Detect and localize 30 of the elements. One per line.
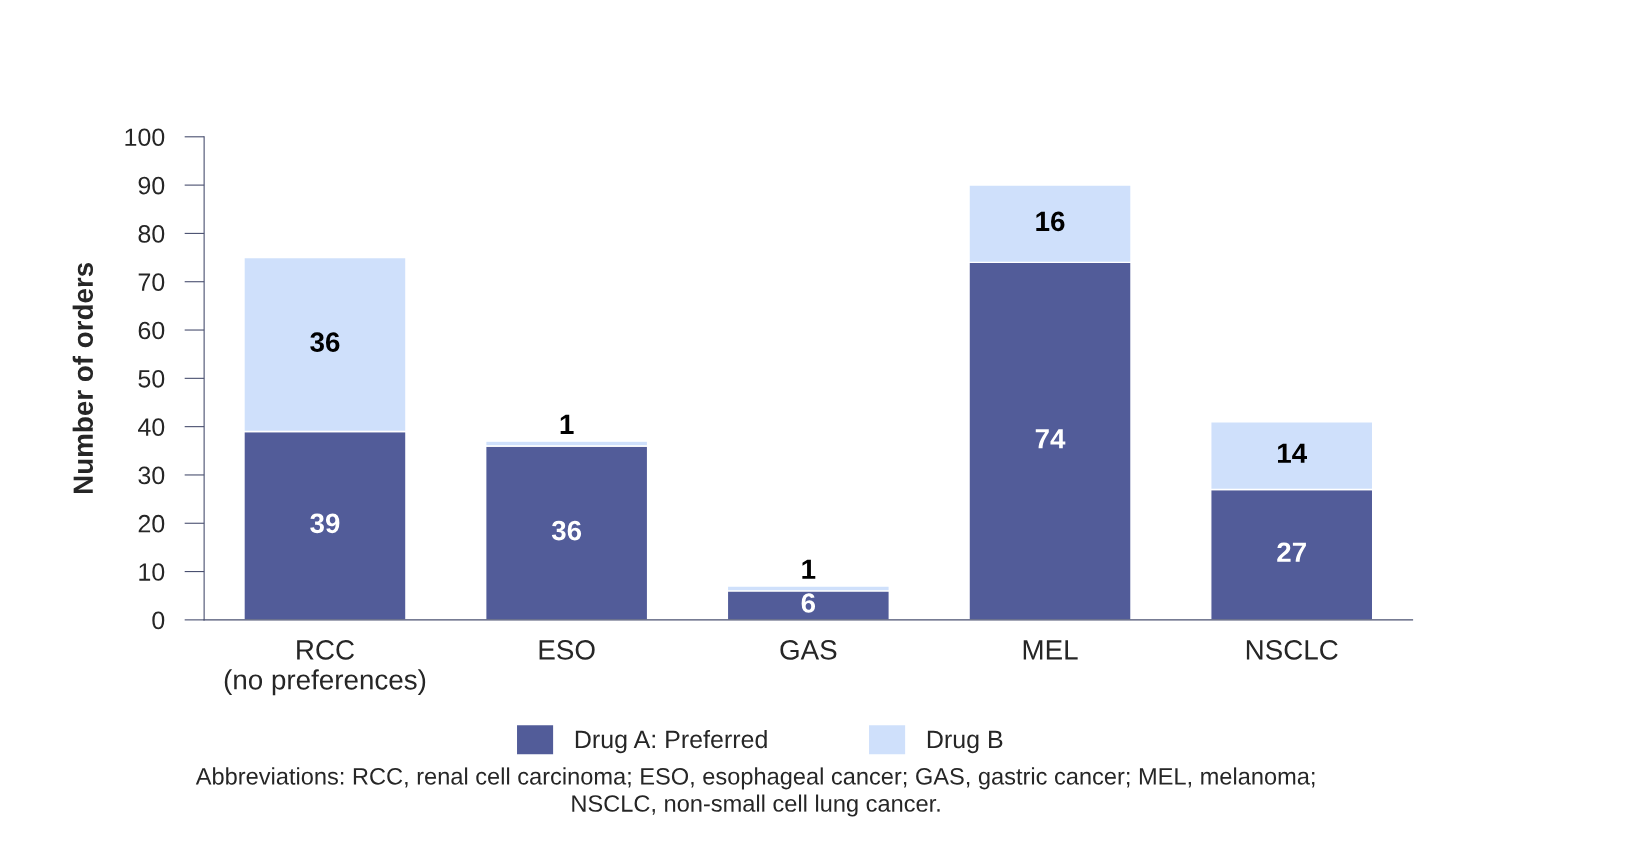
y-tick-label: 10 <box>139 563 165 581</box>
data-label: 6 <box>801 593 816 613</box>
x-tick-label: ESO <box>539 640 595 660</box>
y-tick-label: 100 <box>125 128 165 147</box>
y-tick-label: 40 <box>138 418 165 436</box>
x-tick-label: RCC (no preferences) <box>224 640 426 696</box>
y-tick-label: 80 <box>138 225 165 243</box>
data-label: 1 <box>560 414 574 434</box>
legend-label: Drug B <box>927 730 1003 754</box>
data-label: 27 <box>1277 542 1306 562</box>
y-tick-label: 0 <box>152 611 165 630</box>
data-label: 36 <box>551 520 582 541</box>
x-tick-label: NSCLC <box>1246 640 1338 660</box>
data-label: 74 <box>1035 429 1066 449</box>
x-tick-label: GAS <box>780 640 837 660</box>
y-tick-label: 30 <box>138 466 165 485</box>
data-label: 14 <box>1278 443 1307 463</box>
legend-label: Drug A: Preferred <box>575 729 767 754</box>
data-label: 39 <box>310 513 340 534</box>
text: Abbreviations: RCC, renal cell carcinoma; ESO, esophageal cancer; GAS, gastric cancer; MEL, melanoma; NSCLC, non-small cell lung cancer. <box>195 767 1315 817</box>
y-tick-label: 20 <box>138 514 165 533</box>
y-tick-label: 50 <box>138 369 165 388</box>
data-label: 36 <box>310 332 340 353</box>
y-tick-label: 60 <box>138 321 165 340</box>
x-tick-label: MEL <box>1023 640 1078 660</box>
data-label: 16 <box>1036 211 1065 232</box>
y-tick-label: 90 <box>138 176 165 195</box>
y-axis-title: Number of orders <box>72 262 94 494</box>
y-tick-label: 70 <box>138 273 165 292</box>
data-label: 1 <box>802 559 816 579</box>
